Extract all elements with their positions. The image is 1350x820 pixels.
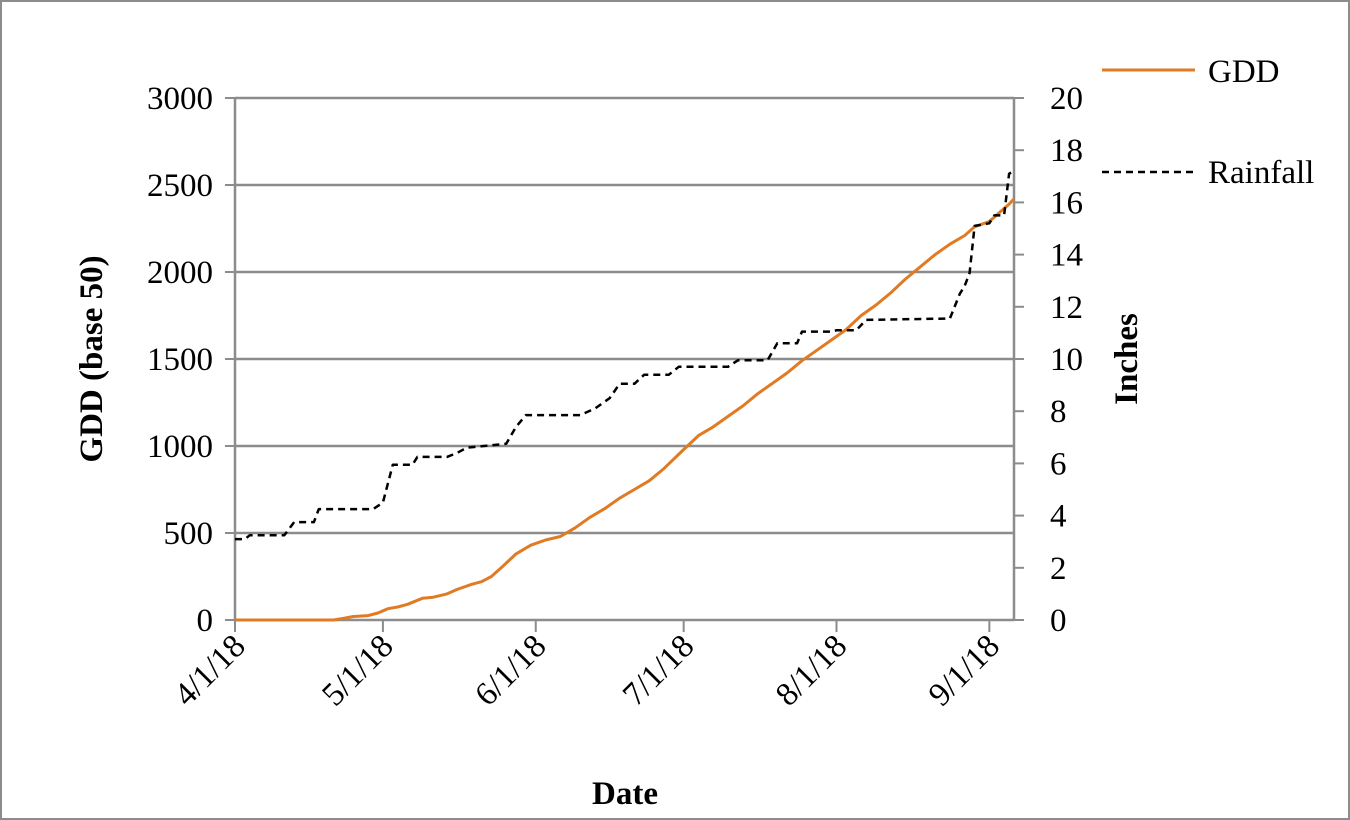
tick-label-x: 8/1/18 xyxy=(769,628,854,713)
series-line-rainfall xyxy=(235,169,1015,541)
tick-label-y-right: 2 xyxy=(1050,551,1067,587)
legend-label-gdd: GDD xyxy=(1208,54,1280,90)
tick-label-y-left: 2000 xyxy=(147,255,213,291)
tick-label-y-right: 6 xyxy=(1050,446,1067,482)
series-lines xyxy=(235,169,1016,622)
tick-label-x: 9/1/18 xyxy=(922,628,1007,713)
tick-labels: 0 500 1000 1500 2000 2500 3000 0 2 4 6 8 10 12 14 16 18 2… xyxy=(147,81,1083,713)
tick-label-y-left: 1500 xyxy=(147,342,213,378)
y-axis-title-right: Inches xyxy=(1109,313,1145,405)
tick-label-y-left: 0 xyxy=(197,603,214,639)
tick-label-y-right: 20 xyxy=(1050,81,1083,117)
legend: GDD Rainfall xyxy=(1102,54,1314,191)
tick-label-x: 5/1/18 xyxy=(315,628,400,713)
tick-label-y-right: 8 xyxy=(1050,394,1067,430)
tick-label-y-left: 1000 xyxy=(147,429,213,465)
tick-label-x: 7/1/18 xyxy=(616,628,701,713)
x-axis-title: Date xyxy=(592,776,658,812)
tick-label-y-right: 10 xyxy=(1050,342,1083,378)
tick-label-y-right: 4 xyxy=(1050,499,1067,535)
tick-label-x: 6/1/18 xyxy=(468,628,553,713)
series-line-gdd xyxy=(235,197,1016,622)
tick-label-y-right: 12 xyxy=(1050,290,1083,326)
axes xyxy=(225,97,1024,632)
tick-label-y-left: 2500 xyxy=(147,168,213,204)
tick-label-y-right: 16 xyxy=(1050,185,1083,221)
tick-label-x: 4/1/18 xyxy=(168,628,253,713)
tick-label-y-left: 500 xyxy=(164,516,214,552)
tick-label-y-right: 14 xyxy=(1050,238,1083,274)
tick-label-y-left: 3000 xyxy=(147,81,213,117)
gridlines xyxy=(235,96,1014,535)
tick-label-y-right: 0 xyxy=(1050,603,1067,639)
legend-label-rainfall: Rainfall xyxy=(1208,155,1314,191)
tick-label-y-right: 18 xyxy=(1050,133,1083,169)
y-axis-title-left: GDD (base 50) xyxy=(74,255,110,462)
